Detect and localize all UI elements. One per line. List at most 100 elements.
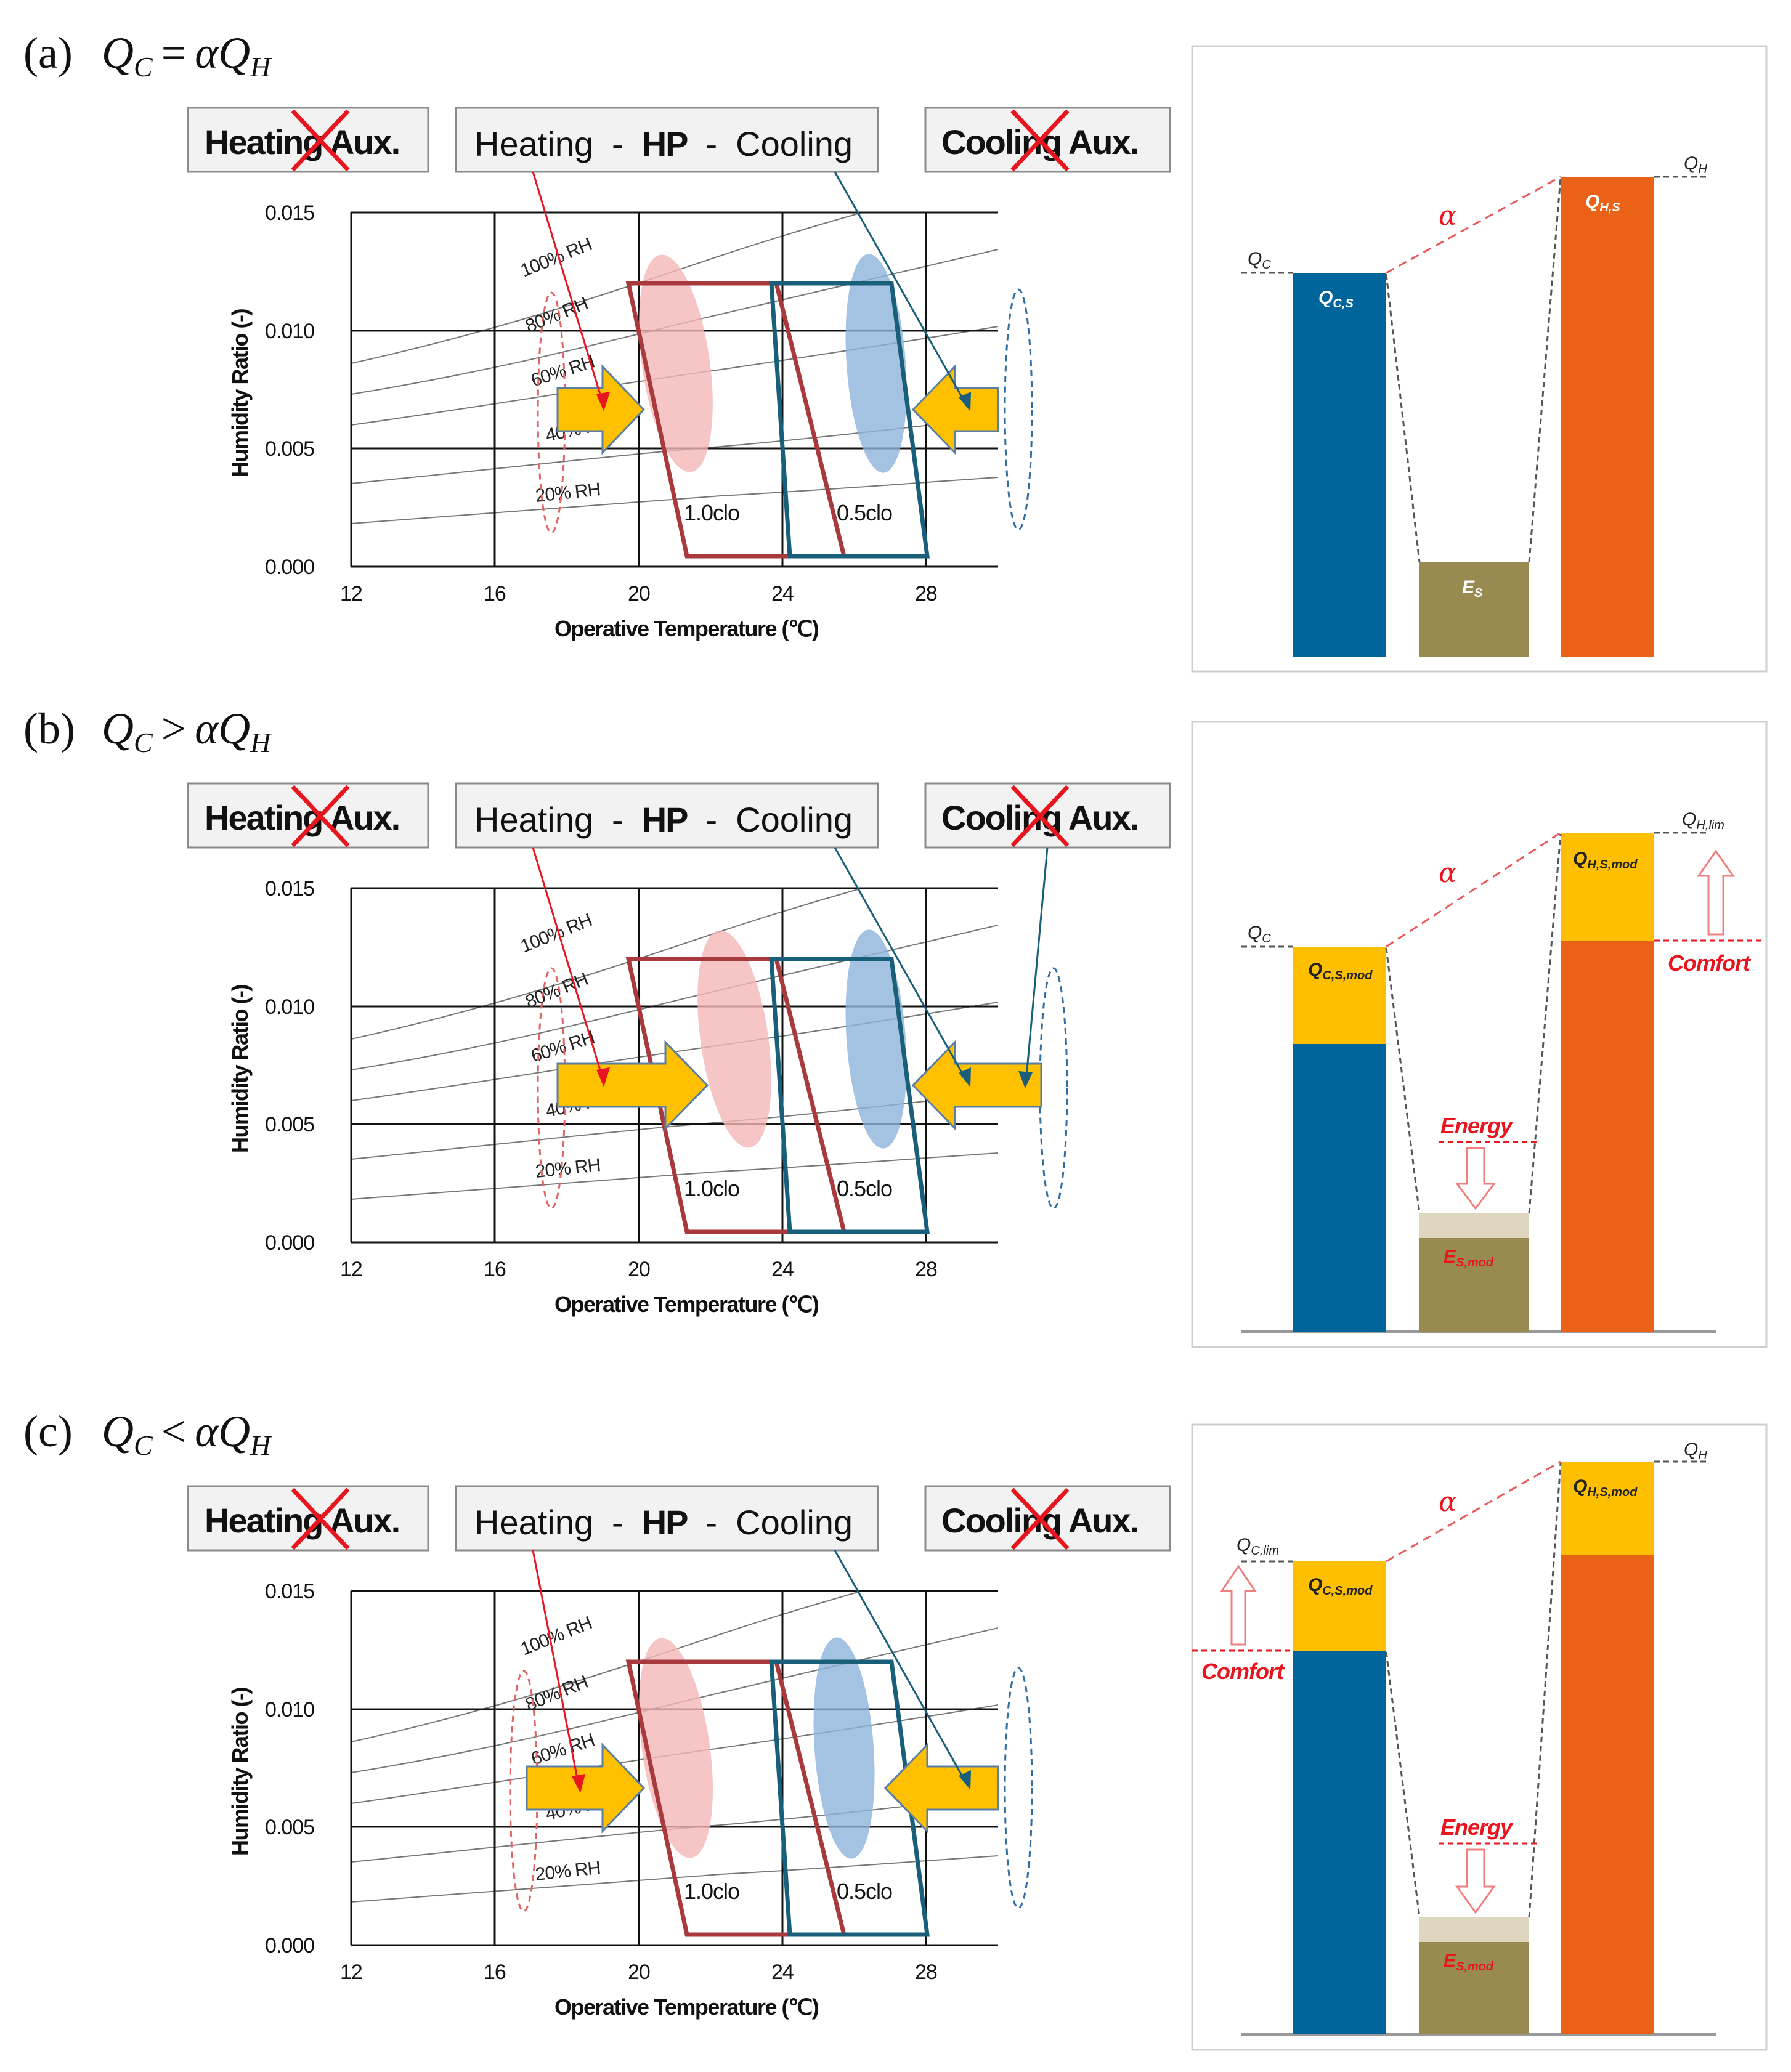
ref-qc-label: QC bbox=[1248, 923, 1271, 945]
heating-pointer bbox=[532, 847, 605, 1083]
condition-equation: QC < αQH bbox=[102, 1407, 272, 1461]
y-tick: 0.010 bbox=[265, 320, 314, 343]
x-tick: 12 bbox=[340, 1258, 362, 1281]
x-tick: 28 bbox=[915, 1961, 937, 1984]
cooling-clo-label: 0.5clo bbox=[837, 500, 892, 525]
comfort-label: Comfort bbox=[1201, 1659, 1285, 1684]
cooling-bar-label: QC,S,mod bbox=[1308, 960, 1373, 982]
energy-label: Energy bbox=[1440, 1113, 1514, 1138]
heating-aux-box: Heating Aux. bbox=[187, 782, 429, 849]
energy-bar bbox=[1419, 562, 1529, 657]
cooling-shift-arrow-icon bbox=[911, 1040, 1042, 1131]
arrow-head-icon bbox=[572, 1774, 585, 1793]
heating-bar-label: QH,S,mod bbox=[1573, 849, 1638, 872]
cooling-limit-ellipse bbox=[1004, 288, 1033, 531]
y-tick: 0.000 bbox=[265, 1231, 314, 1255]
cooling-comfort-zone bbox=[769, 1659, 930, 1937]
cross-icon bbox=[291, 785, 350, 848]
y-tick: 0.005 bbox=[265, 1113, 314, 1136]
cooling-clo-label: 0.5clo bbox=[837, 1176, 892, 1201]
energy-bar bbox=[1419, 1238, 1529, 1332]
link-line bbox=[1528, 833, 1562, 1214]
heating-comfort-ellipse bbox=[697, 930, 771, 1148]
heating-clo-label: 1.0clo bbox=[684, 1176, 739, 1201]
y-axis-title: Humidity Ratio (-) bbox=[227, 985, 253, 1153]
y-tick: 0.000 bbox=[265, 1934, 314, 1957]
cross-icon bbox=[1010, 1487, 1070, 1550]
cooling-clo-label: 0.5clo bbox=[837, 1879, 892, 1904]
cooling-comfort-ellipse bbox=[845, 929, 907, 1149]
y-axis-title: Humidity Ratio (-) bbox=[227, 309, 253, 477]
heating-bar-label: QH,S,mod bbox=[1573, 1476, 1638, 1499]
heating-mod-bar bbox=[1561, 1462, 1654, 1555]
panel-label: (c) bbox=[23, 1407, 73, 1456]
cooling-limit-ellipse bbox=[1039, 967, 1068, 1210]
up-arrow-icon bbox=[1697, 849, 1735, 936]
cooling-pointer bbox=[834, 1550, 969, 1786]
cooling-bar bbox=[1293, 1044, 1386, 1332]
rh-label: 100% RH bbox=[518, 1613, 595, 1659]
x-tick: 16 bbox=[484, 582, 506, 605]
y-tick: 0.015 bbox=[265, 201, 314, 225]
cooling-comfort-ellipse bbox=[813, 1637, 875, 1859]
rh-curve-80 bbox=[351, 249, 998, 395]
alpha-line bbox=[1386, 1460, 1561, 1563]
heating-clo-label: 1.0clo bbox=[684, 500, 739, 525]
rh-curve-60 bbox=[351, 1704, 998, 1804]
heat-pump-box: Heating - HP - Cooling bbox=[455, 782, 879, 849]
y-tick: 0.015 bbox=[265, 877, 314, 900]
condition-equation: QC > αQH bbox=[102, 704, 272, 758]
cooling-bar-label: QC,S,mod bbox=[1308, 1575, 1373, 1598]
arrow-head-icon bbox=[1018, 1071, 1033, 1088]
alpha-line bbox=[1386, 176, 1561, 274]
energy-bar-label: ES,mod bbox=[1444, 1247, 1494, 1269]
y-tick: 0.015 bbox=[265, 1580, 314, 1603]
panel-a: (a) QC = αQH Heating Aux. Heating - HP - Cooli… bbox=[23, 28, 1768, 673]
link-line bbox=[1528, 1462, 1562, 1918]
rh-label: 20% RH bbox=[534, 1858, 601, 1885]
cooling-mod-bar bbox=[1293, 1561, 1386, 1651]
x-tick: 16 bbox=[484, 1258, 506, 1281]
cooling-comfort-ellipse bbox=[845, 254, 907, 473]
cooling-comfort-zone bbox=[769, 957, 930, 1234]
rh-label: 100% RH bbox=[518, 910, 595, 957]
heating-aux-label: Heating Aux. bbox=[205, 798, 399, 837]
cross-icon bbox=[1010, 785, 1070, 848]
alpha-label: α bbox=[1439, 200, 1457, 232]
energy-bar-label: ES bbox=[1462, 577, 1483, 600]
heating-aux-box: Heating Aux. bbox=[187, 1485, 429, 1552]
x-tick: 12 bbox=[340, 1961, 362, 1984]
heating-shift-arrow-icon bbox=[526, 1742, 646, 1834]
alpha-label: α bbox=[1439, 1486, 1457, 1518]
link-line bbox=[1385, 947, 1421, 1214]
cooling-bar-label: QC,S bbox=[1318, 288, 1354, 310]
heating-bar bbox=[1561, 1555, 1654, 2034]
link-line bbox=[1385, 1651, 1421, 1918]
y-tick: 0.010 bbox=[265, 995, 314, 1019]
x-axis-title: Operative Temperature (℃) bbox=[554, 1292, 819, 1317]
cross-icon bbox=[291, 1487, 350, 1550]
x-tick: 28 bbox=[915, 1258, 937, 1281]
heat-pump-box: Heating - HP - Cooling bbox=[455, 1485, 879, 1552]
x-tick: 20 bbox=[628, 582, 650, 605]
y-tick: 0.000 bbox=[265, 556, 314, 579]
energy-bar-diagram: α QC QH QC,S ES QH,S bbox=[1191, 45, 1768, 673]
energy-bar-diagram: Energy Comfort α QC QH,lim QC,S,mod ES,m… bbox=[1191, 721, 1768, 1348]
cooling-pointer bbox=[834, 847, 969, 1083]
heating-aux-box: Heating Aux. bbox=[187, 107, 429, 173]
link-line bbox=[1385, 273, 1421, 563]
cooling-comfort-zone bbox=[769, 281, 930, 559]
arrow-head-icon bbox=[959, 1067, 971, 1087]
heat-pump-label: Heating - HP - Cooling bbox=[474, 124, 853, 163]
energy-reduction-bar bbox=[1419, 1917, 1529, 1942]
x-tick: 12 bbox=[340, 582, 362, 605]
x-tick: 20 bbox=[628, 1961, 650, 1984]
psychrometric-chart: 100% RH 80% RH 60% RH 40% RH 20% RH 1.0c… bbox=[227, 877, 1068, 1317]
rh-curve-20 bbox=[351, 1855, 998, 1903]
down-arrow-icon bbox=[1455, 1848, 1496, 1914]
ref-qh-label: QH,lim bbox=[1682, 809, 1724, 832]
ref-qh-label: QH bbox=[1684, 153, 1707, 176]
cooling-bar bbox=[1293, 1651, 1386, 2034]
heat-pump-label: Heating - HP - Cooling bbox=[474, 1503, 853, 1542]
